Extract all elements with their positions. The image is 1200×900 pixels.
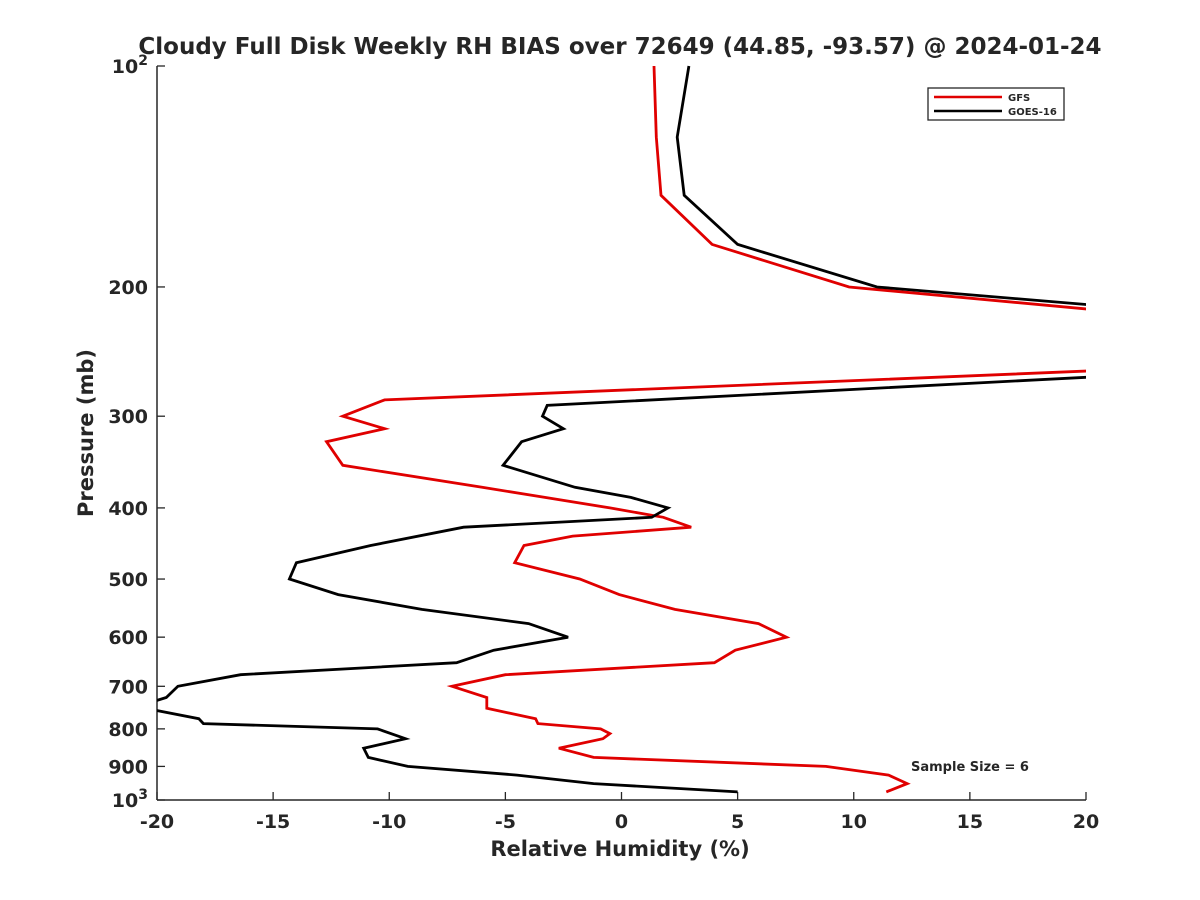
series-line-goes-16 xyxy=(157,65,1086,794)
x-tick-label: 15 xyxy=(957,811,983,833)
x-tick-label: 20 xyxy=(1073,811,1099,833)
plot-frame xyxy=(157,66,1086,800)
legend-label-goes16: GOES-16 xyxy=(1008,107,1057,118)
y-axis-label: Pressure (mb) xyxy=(74,349,98,517)
x-tick-label: 10 xyxy=(841,811,867,833)
x-tick-label: -5 xyxy=(495,811,516,833)
x-tick-label: -15 xyxy=(256,811,290,833)
y-tick-label: 103 xyxy=(112,787,148,812)
y-tick-label: 500 xyxy=(108,569,148,591)
legend-label-gfs: GFS xyxy=(1008,93,1030,104)
x-ticks: -20 -15 -10 -5 0 5 10 15 20 xyxy=(140,792,1099,833)
chart-title: Cloudy Full Disk Weekly RH BIAS over 726… xyxy=(138,34,1101,60)
y-tick-label: 800 xyxy=(108,719,148,741)
x-tick-label: 5 xyxy=(731,811,744,833)
series-line-gfs xyxy=(324,65,1086,794)
y-tick-label: 102 xyxy=(112,53,148,78)
legend-box xyxy=(927,87,1065,121)
y-tick-label: 200 xyxy=(108,277,148,299)
series-lines xyxy=(157,65,1086,794)
y-ticks: 102 200 300 400 500 600 700 800 900 103 xyxy=(108,53,165,812)
y-tick-label: 600 xyxy=(108,627,148,649)
y-tick-label: 900 xyxy=(108,756,148,778)
y-tick-label: 300 xyxy=(108,406,148,428)
x-axis-label: Relative Humidity (%) xyxy=(490,837,749,861)
legend: GFS GOES-16 xyxy=(927,87,1065,121)
y-tick-label: 700 xyxy=(108,676,148,698)
x-tick-label: -10 xyxy=(372,811,406,833)
x-tick-label: 0 xyxy=(615,811,628,833)
x-tick-label: -20 xyxy=(140,811,174,833)
sample-size-annotation: Sample Size = 6 xyxy=(911,760,1029,775)
y-tick-label: 400 xyxy=(108,498,148,520)
